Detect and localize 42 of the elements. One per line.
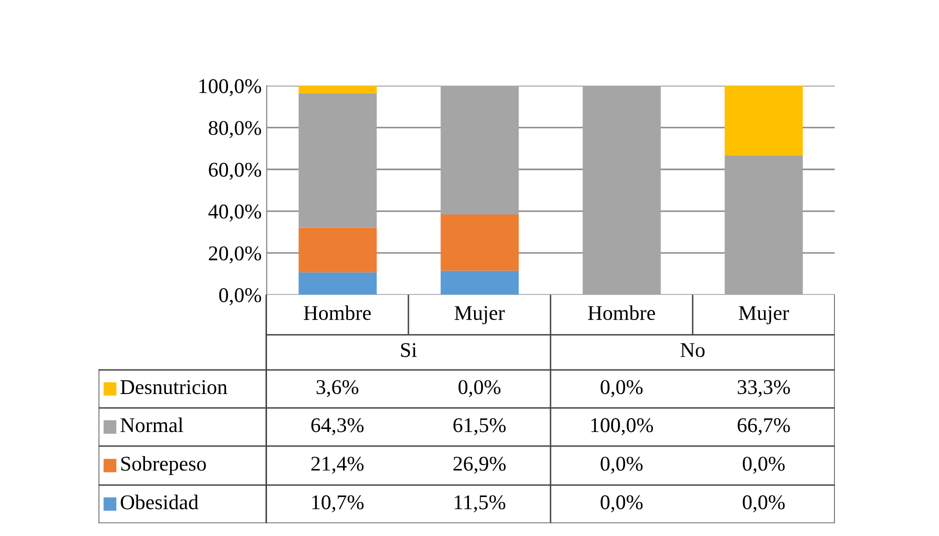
bar xyxy=(298,228,377,272)
data-label: 33,3% xyxy=(738,380,790,398)
data-label: 0,0% xyxy=(458,380,500,398)
bar xyxy=(298,272,377,295)
data-label: 10,7% xyxy=(312,495,364,512)
legend-label: Obesidad xyxy=(120,494,198,510)
y-tick-label: 40,0% xyxy=(208,204,262,222)
bar xyxy=(440,214,519,271)
bar xyxy=(298,86,377,94)
data-label: 66,7% xyxy=(738,418,790,436)
data-label: 100,0% xyxy=(591,418,653,436)
data-label: 0,0% xyxy=(600,495,643,512)
legend-label: Desnutricion xyxy=(120,380,228,394)
data-label: 0,0% xyxy=(742,456,785,474)
legend-label: Normal xyxy=(120,418,184,432)
data-label: 21,4% xyxy=(311,456,364,474)
data-label: 64,3% xyxy=(311,418,364,436)
bar xyxy=(582,86,661,295)
data-label: 26,9% xyxy=(453,456,506,474)
data-label: 0,0% xyxy=(742,495,785,512)
y-tick-label: 0,0% xyxy=(219,288,262,306)
bar xyxy=(298,93,377,228)
bar xyxy=(440,86,519,215)
bar xyxy=(440,270,519,295)
y-tick-label: 20,0% xyxy=(208,246,262,264)
y-tick-label: 60,0% xyxy=(208,162,262,180)
data-label: 61,5% xyxy=(453,418,506,436)
text: No xyxy=(680,343,705,358)
data-label: 11,5% xyxy=(454,495,506,512)
bar xyxy=(724,155,803,295)
data-label: 3,6% xyxy=(316,380,358,398)
x-tick-label: Hombre xyxy=(304,305,371,320)
text: Si xyxy=(401,343,417,358)
x-tick-label: Mujer xyxy=(738,306,789,324)
x-tick-label: Hombre xyxy=(588,305,656,320)
bar xyxy=(724,86,803,156)
y-tick-label: 80,0% xyxy=(208,120,262,138)
legend-label: Sobrepeso xyxy=(121,456,206,475)
x-tick-label: Mujer xyxy=(454,306,505,324)
data-label: 0,0% xyxy=(600,456,643,474)
data-label: 0,0% xyxy=(600,380,643,398)
y-tick-label: 100,0% xyxy=(199,79,262,96)
